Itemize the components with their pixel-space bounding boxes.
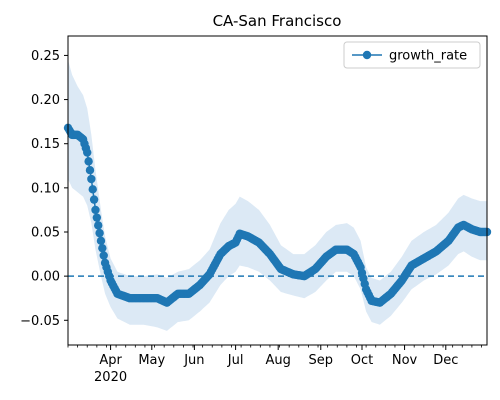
x-tick-label: Sep (309, 353, 334, 368)
y-tick-label: 0.00 (31, 270, 60, 285)
data-point (94, 221, 103, 230)
data-point (83, 148, 92, 157)
data-point (96, 236, 106, 246)
data-point (98, 243, 107, 253)
y-tick-label: 0.10 (31, 181, 60, 196)
data-point (95, 228, 104, 238)
data-point (84, 157, 93, 166)
x-tick-label: Jun (183, 353, 204, 368)
legend-box (343, 41, 481, 69)
y-tick-label: 0.20 (31, 93, 60, 108)
data-point (88, 185, 97, 194)
x-tick-label: Dec (433, 353, 458, 368)
y-tick-label: 0.15 (31, 137, 60, 152)
data-point (89, 195, 99, 204)
axes-frame (67, 35, 488, 346)
legend: growth_rate (343, 41, 481, 69)
legend-label: growth_rate (389, 49, 467, 64)
x-tick-label: Oct (351, 353, 373, 368)
data-point (92, 213, 102, 222)
x-tick-label: Jul (227, 353, 244, 368)
y-tick-label: 0.05 (31, 225, 60, 240)
data-point (91, 205, 100, 215)
y-tick-label: −0.05 (20, 314, 60, 329)
data-point (85, 165, 95, 175)
chart-title: CA-San Francisco (213, 12, 342, 30)
y-tick-label: 0.25 (31, 49, 60, 64)
plot-area (63, 59, 492, 331)
legend-marker (362, 50, 372, 60)
confidence-band (68, 59, 487, 331)
data-point (99, 251, 108, 260)
x-tick-label: May (138, 353, 165, 368)
x-tick-label: Aug (265, 353, 290, 368)
data-point (87, 174, 96, 184)
x-tick-label: Nov (392, 353, 418, 368)
x-tick-label: Apr (99, 353, 122, 368)
x-tick-year-label: 2020 (94, 370, 127, 385)
axes: −0.05 0.00 0.05 0.10 0.15 0.20 0.25 Apr 2020 May J… (20, 35, 488, 385)
